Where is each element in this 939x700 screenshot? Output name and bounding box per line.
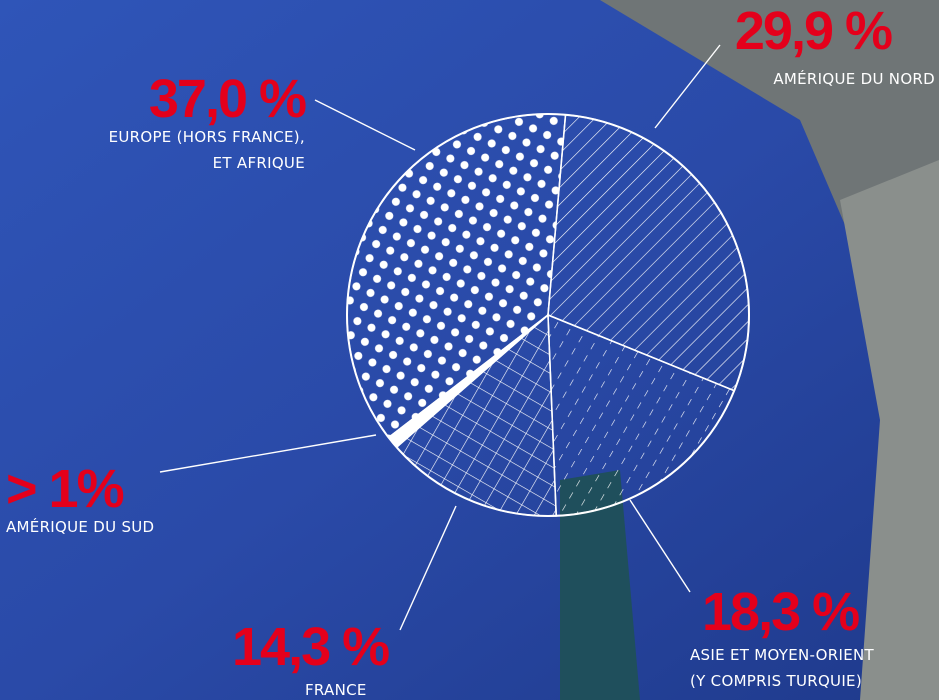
leader-line [159,434,377,473]
category-label: EUROPE (HORS FRANCE), ET AFRIQUE [108,128,305,172]
leader-line [629,499,691,593]
value-label: 37,0 % [148,69,307,129]
pie [346,113,750,517]
category-label: AMÉRIQUE DU SUD [6,518,155,536]
background-floor [840,160,939,700]
category-label: ASIE ET MOYEN-ORIENT (Y COMPRIS TURQUIE) [690,646,874,690]
value-label: > 1% [6,459,125,519]
leader-line [654,44,721,129]
value-label: 14,3 % [232,617,390,677]
pie-outline [346,113,750,517]
background-post [560,470,640,700]
value-label: 18,3 % [702,582,860,642]
leader-line [314,99,416,151]
category-label: AMÉRIQUE DU NORD [773,70,935,88]
leader-line [399,505,457,631]
value-label: 29,9 % [734,1,893,61]
category-label: FRANCE [305,681,367,699]
